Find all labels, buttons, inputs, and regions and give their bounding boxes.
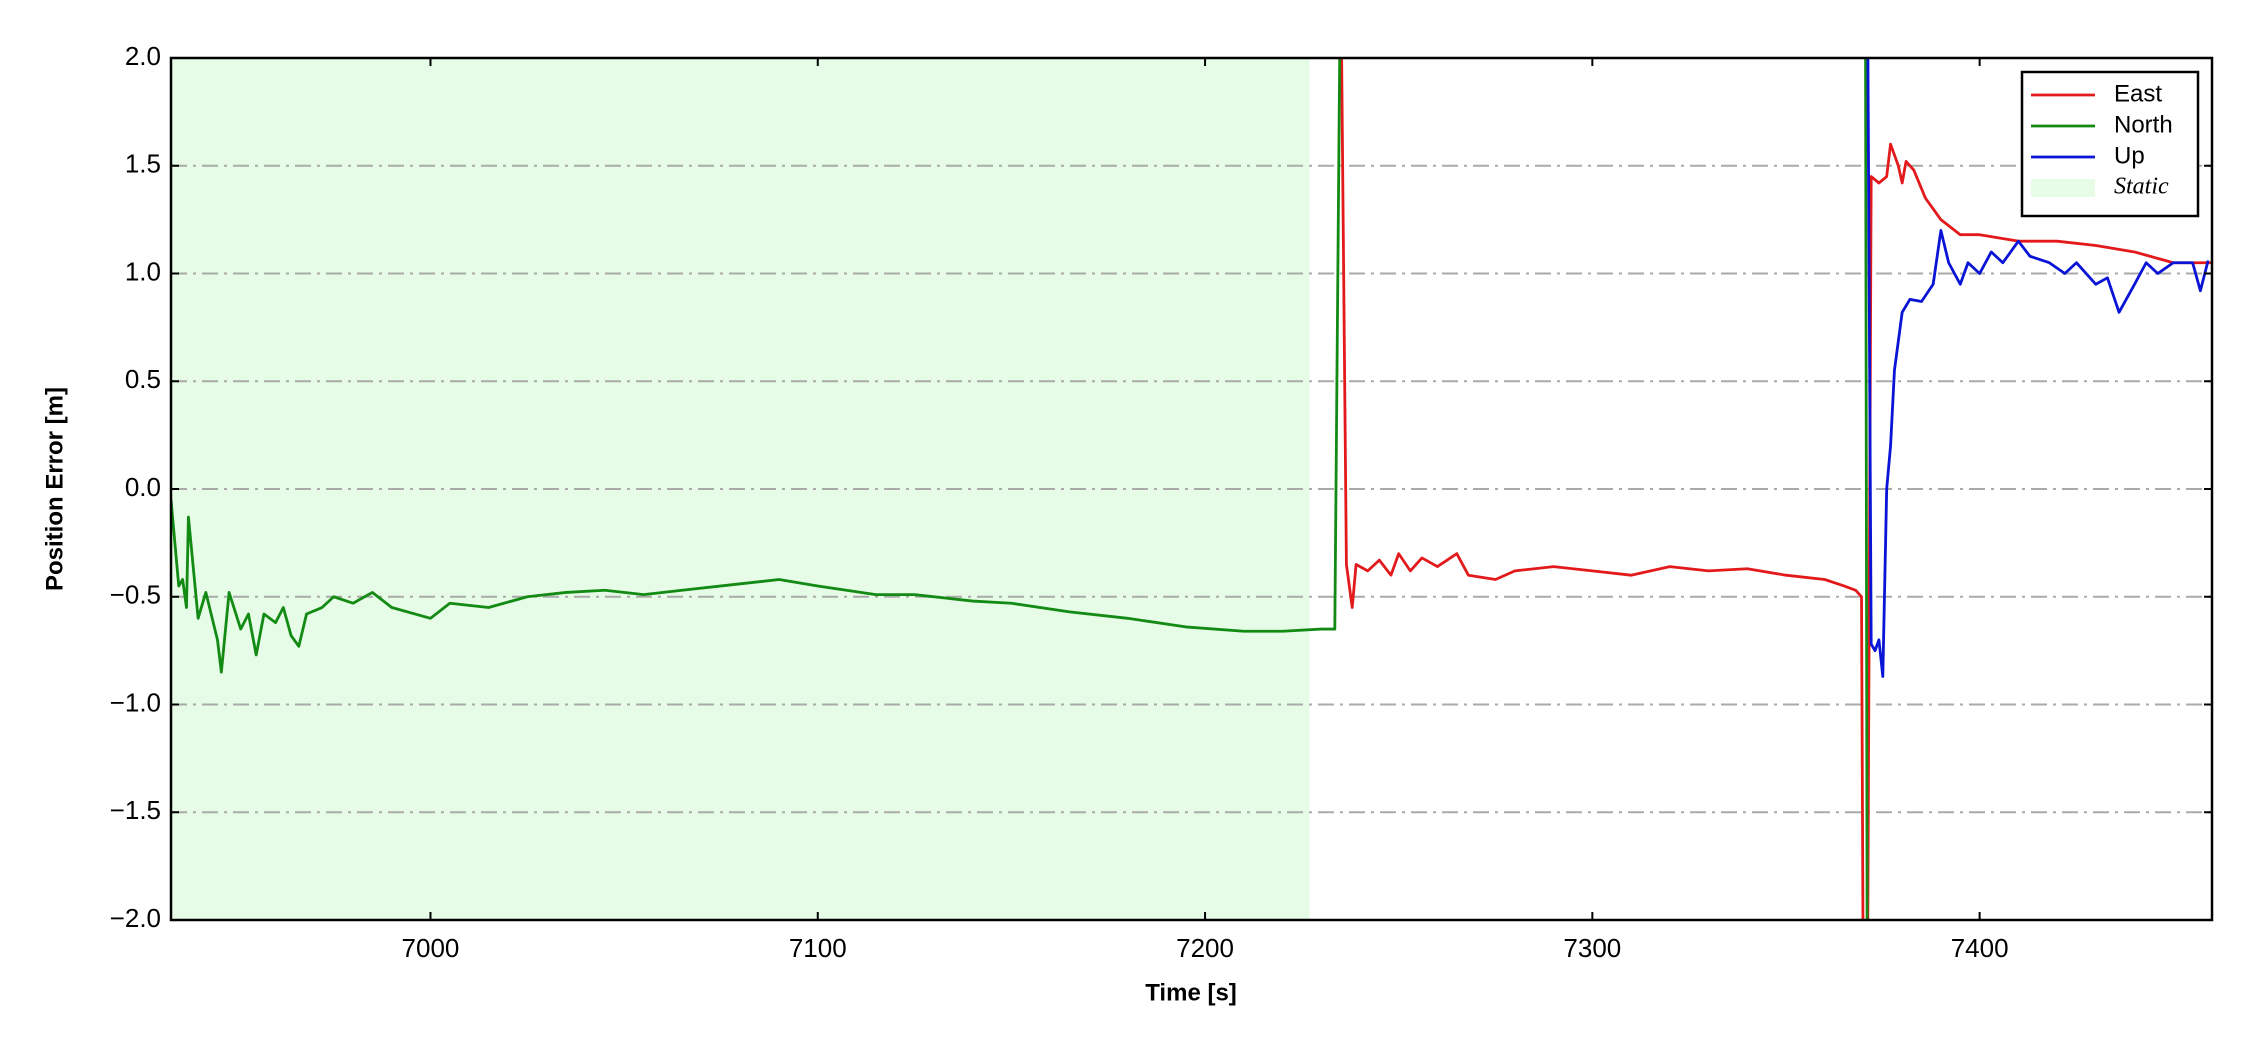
x-axis-label: Time [s] [1145, 979, 1237, 1006]
ticks-layer: −2.0 −1.5 −1.0 −0.5 0.0 0.5 1.0 1.5 2.0 7000 7100 7… [110, 41, 2212, 963]
legend-swatch [2031, 179, 2095, 197]
x-tick-label: 7400 [1951, 933, 2009, 963]
y-tick-label: 2.0 [125, 41, 161, 71]
y-axis-label: Position Error [m] [41, 387, 68, 591]
y-tick-label: −1.5 [110, 795, 161, 825]
y-tick-label: −0.5 [110, 580, 161, 610]
legend-label: Up [2114, 142, 2145, 169]
x-tick-label: 7300 [1563, 933, 1621, 963]
y-tick-label: 0.5 [125, 364, 161, 394]
series-line [1866, 58, 2210, 678]
legend-label: East [2114, 80, 2162, 107]
series-line [171, 58, 1869, 920]
series-line [1340, 58, 2212, 920]
y-tick-label: 0.0 [125, 472, 161, 502]
legend-label: Static [2114, 174, 2169, 200]
y-tick-label: 1.5 [125, 149, 161, 179]
legend: East North Up Static [2020, 70, 2200, 218]
y-tick-label: −1.0 [110, 687, 161, 717]
x-tick-label: 7100 [789, 933, 847, 963]
y-tick-label: −2.0 [110, 903, 161, 933]
x-tick-label: 7000 [402, 933, 460, 963]
lines-layer [171, 58, 2212, 920]
y-tick-label: 1.0 [125, 256, 161, 286]
legend-label: North [2114, 111, 2173, 138]
x-tick-label: 7200 [1176, 933, 1234, 963]
